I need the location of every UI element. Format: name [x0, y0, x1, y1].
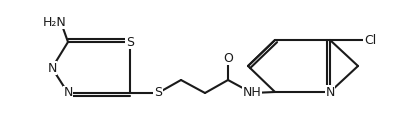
Text: S: S: [154, 86, 162, 100]
Text: N: N: [47, 61, 57, 75]
Text: N: N: [325, 86, 335, 99]
Text: NH: NH: [243, 86, 261, 100]
Text: S: S: [126, 36, 134, 48]
Text: N: N: [63, 86, 73, 100]
Text: O: O: [223, 51, 233, 64]
Text: H₂N: H₂N: [43, 15, 67, 29]
Text: Cl: Cl: [364, 34, 376, 47]
